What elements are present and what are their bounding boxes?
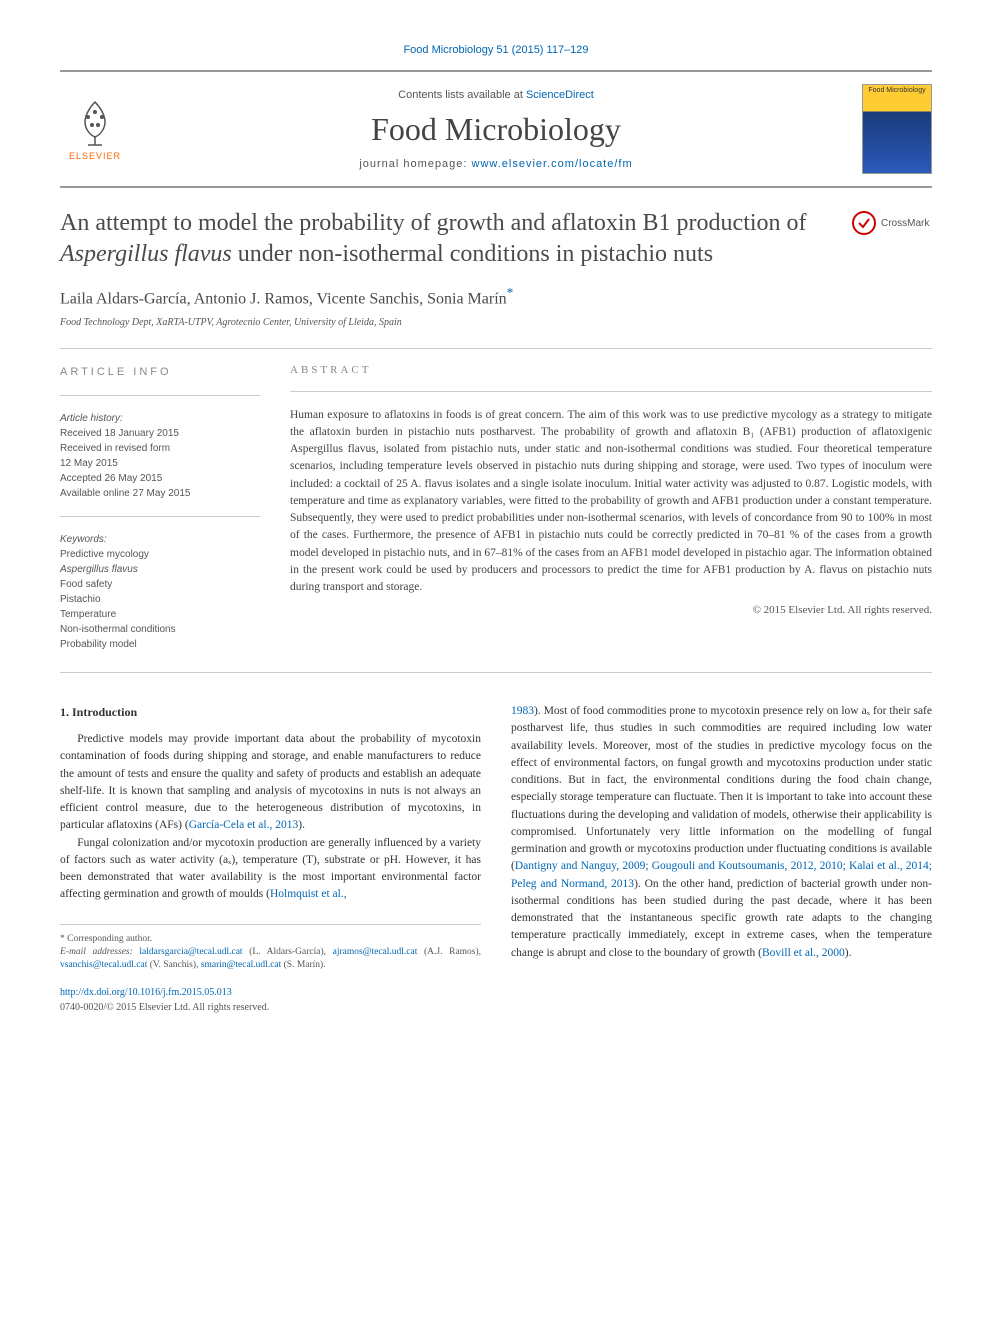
- email-link[interactable]: laldarsgarcia@tecal.udl.cat: [139, 947, 242, 957]
- citation-link[interactable]: Holmquist et al.,: [270, 888, 347, 900]
- crossmark-icon: [852, 211, 876, 235]
- contents-line: Contents lists available at ScienceDirec…: [130, 89, 862, 101]
- keyword: Probability model: [60, 637, 260, 652]
- authors-text: Laila Aldars-García, Antonio J. Ramos, V…: [60, 291, 507, 308]
- doi-block: http://dx.doi.org/10.1016/j.fm.2015.05.0…: [60, 985, 481, 1015]
- divider: [60, 516, 260, 517]
- corresponding-marker: *: [507, 285, 514, 300]
- doi-link[interactable]: http://dx.doi.org/10.1016/j.fm.2015.05.0…: [60, 987, 232, 998]
- homepage-link[interactable]: www.elsevier.com/locate/fm: [472, 158, 633, 170]
- email-line: E-mail addresses: laldarsgarcia@tecal.ud…: [60, 946, 481, 973]
- keyword: Non-isothermal conditions: [60, 622, 260, 637]
- divider: [290, 391, 932, 392]
- keyword: Pistachio: [60, 592, 260, 607]
- keywords-title: Keywords:: [60, 532, 260, 547]
- title-row: An attempt to model the probability of g…: [60, 208, 932, 270]
- journal-reference-link[interactable]: Food Microbiology 51 (2015) 117–129: [403, 44, 588, 56]
- history-line: Accepted 26 May 2015: [60, 471, 260, 486]
- email-link[interactable]: ajramos@tecal.udl.cat: [333, 947, 418, 957]
- paragraph: 1983). Most of food commodities prone to…: [511, 703, 932, 962]
- meta-abstract-row: ARTICLE INFO Article history: Received 1…: [60, 364, 932, 653]
- sciencedirect-link[interactable]: ScienceDirect: [526, 89, 594, 101]
- citation-link[interactable]: 1983: [511, 705, 534, 717]
- body-text: ).: [298, 819, 305, 831]
- homepage-prefix: journal homepage:: [359, 158, 471, 170]
- journal-banner: ELSEVIER Contents lists available at Sci…: [60, 70, 932, 188]
- copyright-line: © 2015 Elsevier Ltd. All rights reserved…: [290, 604, 932, 616]
- keyword: Aspergillus flavus: [60, 562, 260, 577]
- authors-line: Laila Aldars-García, Antonio J. Ramos, V…: [60, 285, 932, 308]
- elsevier-logo: ELSEVIER: [60, 89, 130, 169]
- history-line: 12 May 2015: [60, 456, 260, 471]
- history-line: Received 18 January 2015: [60, 426, 260, 441]
- corresponding-note: * Corresponding author.: [60, 933, 481, 946]
- citation-link[interactable]: García-Cela et al., 2013: [189, 819, 299, 831]
- email-name: (S. Marín).: [284, 960, 326, 970]
- keyword: Food safety: [60, 577, 260, 592]
- email-link[interactable]: smarin@tecal.udl.cat: [201, 960, 282, 970]
- body-text: ).: [845, 947, 852, 959]
- journal-name: Food Microbiology: [130, 111, 862, 148]
- crossmark-badge[interactable]: CrossMark: [852, 208, 932, 238]
- footnotes: * Corresponding author. E-mail addresses…: [60, 924, 481, 973]
- title-pre: An attempt to model the probability of g…: [60, 210, 807, 236]
- contents-prefix: Contents lists available at: [398, 89, 526, 101]
- page-container: Food Microbiology 51 (2015) 117–129 ELSE…: [0, 0, 992, 1055]
- history-line: Received in revised form: [60, 441, 260, 456]
- section-heading: 1. Introduction: [60, 703, 481, 721]
- issn-line: 0740-0020/© 2015 Elsevier Ltd. All right…: [60, 1002, 269, 1013]
- keyword: Temperature: [60, 607, 260, 622]
- body-text: ). Most of food commodities prone to myc…: [511, 705, 932, 872]
- article-info-heading: ARTICLE INFO: [60, 364, 260, 381]
- affiliation: Food Technology Dept, XaRTA-UTPV, Agrote…: [60, 317, 932, 328]
- citation-link[interactable]: Bovill et al., 2000: [762, 947, 845, 959]
- banner-center: Contents lists available at ScienceDirec…: [130, 89, 862, 170]
- history-title: Article history:: [60, 411, 260, 426]
- body-col-left: 1. Introduction Predictive models may pr…: [60, 703, 481, 1014]
- elsevier-tree-icon: [70, 97, 120, 147]
- title-species: Aspergillus flavus: [60, 241, 232, 267]
- homepage-line: journal homepage: www.elsevier.com/locat…: [130, 158, 862, 170]
- divider: [60, 395, 260, 396]
- history-line: Available online 27 May 2015: [60, 486, 260, 501]
- abstract-text: Human exposure to aflatoxins in foods is…: [290, 407, 932, 597]
- title-post: under non-isothermal conditions in pista…: [232, 241, 713, 267]
- abstract-block: ABSTRACT Human exposure to aflatoxins in…: [290, 364, 932, 653]
- email-label: E-mail addresses:: [60, 947, 139, 957]
- journal-reference-bar: Food Microbiology 51 (2015) 117–129: [60, 40, 932, 58]
- email-name: (L. Aldars-García): [249, 947, 323, 957]
- body-columns: 1. Introduction Predictive models may pr…: [60, 703, 932, 1014]
- divider: [60, 348, 932, 349]
- paragraph: Fungal colonization and/or mycotoxin pro…: [60, 835, 481, 904]
- body-col-right: 1983). Most of food commodities prone to…: [511, 703, 932, 1014]
- crossmark-label: CrossMark: [881, 218, 929, 229]
- body-text: Predictive models may provide important …: [60, 733, 481, 831]
- email-name: (V. Sanchis): [150, 960, 196, 970]
- article-title: An attempt to model the probability of g…: [60, 208, 832, 270]
- divider: [60, 672, 932, 673]
- elsevier-label: ELSEVIER: [69, 151, 121, 161]
- article-info: ARTICLE INFO Article history: Received 1…: [60, 364, 260, 653]
- cover-title: Food Microbiology: [863, 85, 931, 96]
- journal-cover-thumbnail: Food Microbiology: [862, 84, 932, 174]
- abstract-heading: ABSTRACT: [290, 364, 932, 376]
- keyword: Predictive mycology: [60, 547, 260, 562]
- email-name: (A.J. Ramos): [424, 947, 479, 957]
- email-link[interactable]: vsanchis@tecal.udl.cat: [60, 960, 147, 970]
- paragraph: Predictive models may provide important …: [60, 731, 481, 835]
